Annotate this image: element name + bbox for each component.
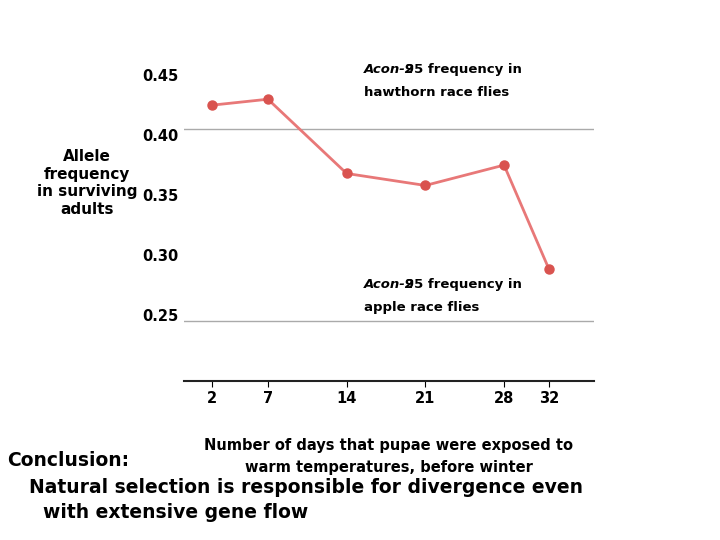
Text: Conclusion:: Conclusion: bbox=[7, 451, 130, 470]
Text: Allele
frequency
in surviving
adults: Allele frequency in surviving adults bbox=[37, 150, 138, 217]
Text: hawthorn race flies: hawthorn race flies bbox=[364, 85, 509, 98]
Text: Acon-2: Acon-2 bbox=[364, 279, 419, 292]
Text: with extensive gene flow: with extensive gene flow bbox=[43, 503, 308, 522]
Text: 95 frequency in: 95 frequency in bbox=[405, 279, 522, 292]
Text: apple race flies: apple race flies bbox=[364, 301, 479, 314]
Text: Acon-2: Acon-2 bbox=[364, 63, 419, 76]
Text: Number of days that pupae were exposed to: Number of days that pupae were exposed t… bbox=[204, 438, 573, 453]
Text: Natural selection is responsible for divergence even: Natural selection is responsible for div… bbox=[29, 478, 582, 497]
Text: warm temperatures, before winter: warm temperatures, before winter bbox=[245, 460, 533, 475]
Text: 95 frequency in: 95 frequency in bbox=[405, 63, 522, 76]
